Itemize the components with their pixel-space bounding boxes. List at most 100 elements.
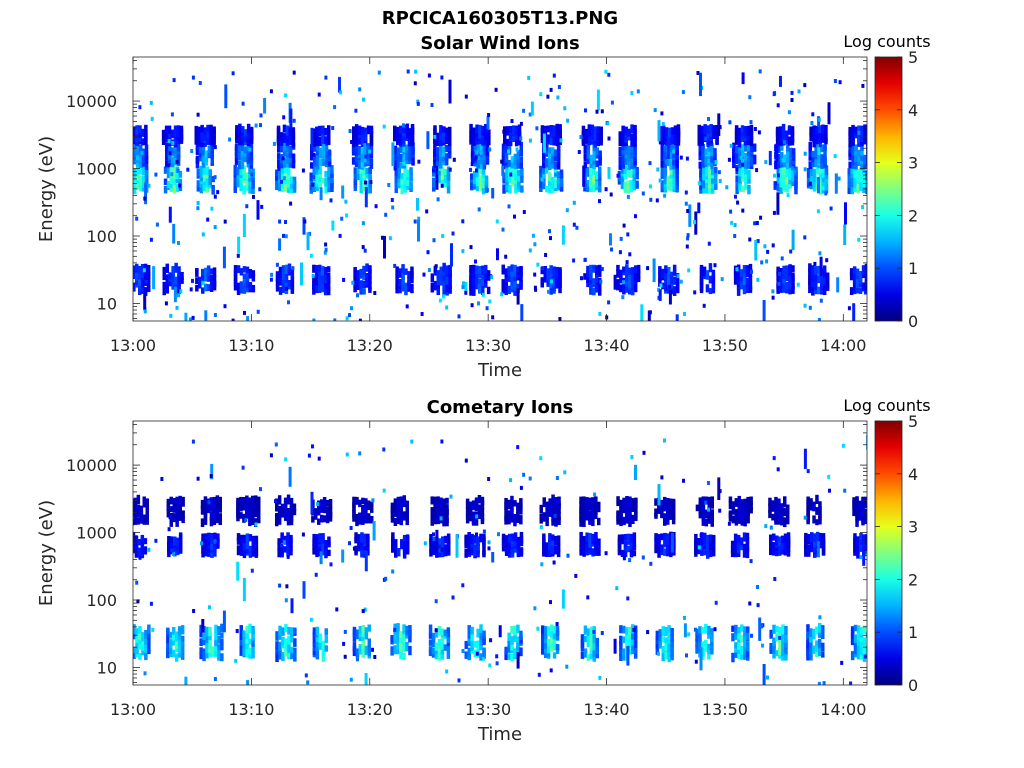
- spectrogram-cell: [582, 541, 586, 549]
- spectrogram-cell: [198, 81, 202, 85]
- spectrogram-cell: [178, 183, 182, 188]
- spectrogram-cell: [814, 279, 818, 288]
- spectrogram-cell: [235, 629, 239, 633]
- spectrogram-cell: [278, 583, 282, 588]
- spectrogram-cell: [736, 272, 741, 281]
- spectrogram-cell: [464, 640, 468, 649]
- spectrogram-cell: [428, 632, 433, 639]
- spectrogram-cell: [781, 123, 786, 134]
- spectrogram-cell: [675, 145, 679, 156]
- spectrogram-cell: [809, 650, 813, 661]
- spectrogram-cell: [655, 647, 660, 655]
- spectrogram-cell: [464, 458, 468, 463]
- spectrogram-cell: [277, 505, 282, 512]
- spectrogram-cell: [600, 267, 604, 271]
- spectrogram-cell: [623, 165, 628, 174]
- spectrogram-cell: [363, 533, 367, 543]
- spectrogram-cell: [786, 513, 790, 524]
- spectrogram-cell: [160, 477, 164, 481]
- spectrogram-cell: [727, 521, 731, 526]
- spectrogram-cell: [284, 220, 287, 224]
- spectrogram-cell: [847, 179, 851, 188]
- spectrogram-cell: [481, 292, 485, 297]
- spectrogram-cell: [707, 481, 710, 485]
- spectrogram-cell: [354, 545, 358, 553]
- spectrogram-cell: [731, 507, 736, 515]
- spectrogram-cell: [432, 532, 435, 537]
- spectrogram-cell: [780, 256, 784, 261]
- spectrogram-cell: [427, 268, 431, 272]
- spectrogram-cell: [242, 283, 246, 288]
- spectrogram-cell: [592, 630, 596, 634]
- spectrogram-cell: [171, 278, 175, 287]
- spectrogram-cell: [822, 286, 827, 295]
- spectrogram-cell: [516, 445, 520, 450]
- spectrogram-cell: [201, 287, 205, 294]
- spectrogram-cell: [737, 510, 741, 518]
- spectrogram-cell: [367, 649, 371, 657]
- spectrogram-cell: [251, 270, 256, 278]
- spectrogram-cell: [498, 625, 502, 638]
- colorbar-tick-label: 5: [908, 48, 918, 67]
- spectrogram-cell: [257, 503, 261, 512]
- spectrogram-cell: [781, 653, 785, 661]
- spectrogram-cell: [595, 651, 599, 659]
- spectrogram-cell: [507, 499, 511, 510]
- spectrogram-cell: [783, 508, 787, 517]
- spectrogram-cell: [369, 149, 374, 159]
- spectrogram-cell: [281, 166, 285, 174]
- spectrogram-cell: [362, 280, 366, 288]
- spectrogram-cell: [774, 514, 778, 522]
- spectrogram-cell: [353, 286, 357, 293]
- spectrogram-cell: [396, 128, 400, 139]
- spectrogram-cell: [396, 135, 400, 142]
- spectrogram-cell: [698, 626, 702, 634]
- spectrogram-cell: [777, 516, 781, 525]
- spectrogram-cell: [755, 221, 759, 226]
- spectrogram-cell: [465, 507, 470, 517]
- spectrogram-cell: [293, 653, 297, 662]
- spectrogram-cell: [559, 180, 564, 188]
- spectrogram-cell: [742, 265, 747, 274]
- spectrogram-cell: [596, 138, 600, 147]
- spectrogram-cell: [353, 167, 358, 174]
- spectrogram-cell: [191, 75, 195, 80]
- spectrogram-cell: [786, 145, 790, 152]
- spectrogram-cell: [591, 516, 595, 527]
- spectrogram-cell: [363, 607, 367, 612]
- spectrogram-cell: [470, 541, 474, 548]
- spectrogram-cell: [445, 497, 449, 504]
- spectrogram-cell: [544, 646, 548, 654]
- spectrogram-cell: [667, 634, 671, 644]
- spectrogram-cell: [478, 181, 483, 192]
- spectrogram-cell: [395, 266, 399, 273]
- spectrogram-cell: [356, 171, 360, 181]
- spectrogram-cell: [129, 136, 133, 143]
- spectrogram-cell: [411, 142, 415, 152]
- spectrogram-cell: [572, 200, 576, 205]
- spectrogram-cell: [352, 546, 356, 551]
- spectrogram-cell: [312, 538, 316, 547]
- spectrogram-cell: [315, 276, 319, 286]
- spectrogram-cell: [543, 274, 547, 283]
- spectrogram-cell: [145, 518, 149, 525]
- spectrogram-cell: [710, 647, 714, 655]
- spectrogram-cell: [701, 641, 705, 649]
- spectrogram-cell: [749, 124, 754, 134]
- spectrogram-cell: [775, 633, 779, 642]
- spectrogram-cell: [657, 295, 661, 300]
- spectrogram-cell: [313, 142, 317, 152]
- spectrogram-cell: [355, 513, 359, 522]
- spectrogram-cell: [519, 505, 523, 515]
- spectrogram-cell: [318, 147, 323, 154]
- spectrogram-cell: [445, 669, 449, 674]
- spectrogram-cell: [604, 69, 608, 74]
- spectrogram-cell: [290, 280, 295, 291]
- spectrogram-cell: [555, 266, 559, 274]
- spectrogram-cell: [735, 175, 739, 182]
- spectrogram-cell: [739, 269, 744, 277]
- spectrogram-cell: [133, 515, 138, 525]
- spectrogram-cell: [138, 105, 142, 110]
- spectrogram-cell: [777, 510, 781, 518]
- spectrogram-cell: [783, 496, 787, 505]
